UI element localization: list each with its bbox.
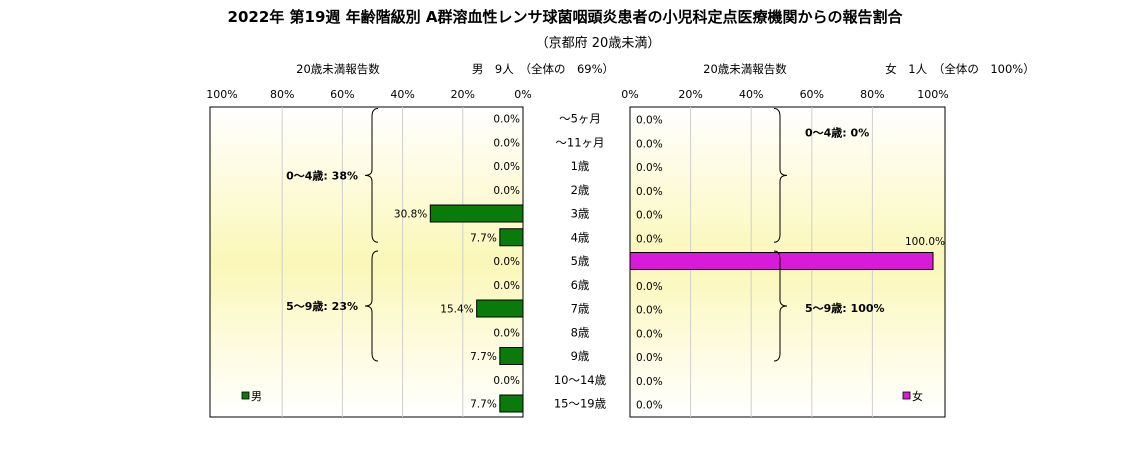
age-category-label: 1歳 <box>571 159 590 173</box>
male-tick-label: 0% <box>514 88 531 101</box>
female-group-label: 5～9歳: 100% <box>805 301 885 315</box>
female-data-label: 0.0% <box>636 210 663 222</box>
male-data-label: 15.4% <box>440 304 473 316</box>
male-header-total: 男 9人 （全体の 69%） <box>472 62 614 76</box>
male-tick-label: 100% <box>206 88 237 101</box>
female-tick-label: 80% <box>860 88 884 101</box>
male-data-label: 0.0% <box>493 375 520 387</box>
male-data-label: 7.7% <box>470 399 497 411</box>
male-data-label: 7.7% <box>470 351 497 363</box>
female-group-label: 0～4歳: 0% <box>805 126 869 140</box>
male-data-label: 7.7% <box>470 232 497 244</box>
age-category-label: 7歳 <box>571 302 590 316</box>
female-tick-label: 0% <box>621 88 638 101</box>
male-plot-area <box>209 106 524 418</box>
male-data-label: 0.0% <box>493 161 520 173</box>
female-legend-label: 女 <box>912 389 923 403</box>
female-data-label: 0.0% <box>636 281 663 293</box>
age-category-label: 4歳 <box>571 230 590 244</box>
male-panel: 100% 80% 60% 40% 20% 0% 20歳未満報告数 男 9人 （全体の 69%）… <box>206 62 614 418</box>
age-category-label: 10～14歳 <box>554 373 607 387</box>
male-tick-label: 60% <box>330 88 354 101</box>
male-data-label: 0.0% <box>493 280 520 292</box>
female-data-label: 0.0% <box>636 305 663 317</box>
female-data-label: 0.0% <box>636 115 663 127</box>
age-category-label: ～11ヶ月 <box>555 135 604 149</box>
male-header-count-label: 20歳未満報告数 <box>296 62 380 76</box>
age-category-label: 3歳 <box>571 207 590 221</box>
age-category-label: 15～19歳 <box>554 397 607 411</box>
female-data-label: 0.0% <box>636 138 663 150</box>
age-category-label: 5歳 <box>571 254 590 268</box>
female-panel: 0% 20% 40% 60% 80% 100% 20歳未満報告数 女 1人 （全体の 100%… <box>621 62 1035 418</box>
female-tick-label: 100% <box>917 88 948 101</box>
male-bar <box>429 204 524 223</box>
male-bar <box>476 299 524 318</box>
male-group-brace <box>364 108 379 243</box>
age-category-label: 9歳 <box>571 349 590 363</box>
age-category-labels: ～5ヶ月 ～11ヶ月 1歳 2歳 3歳 4歳 5歳 6歳 7歳 8歳 9歳 10～14歳 15～19歳 <box>554 112 607 411</box>
male-data-label: 0.0% <box>493 137 520 149</box>
male-tick-label: 40% <box>390 88 414 101</box>
age-category-label: 8歳 <box>571 325 590 339</box>
female-data-label: 0.0% <box>636 186 663 198</box>
male-bar <box>499 347 524 365</box>
female-data-label: 0.0% <box>636 376 663 388</box>
male-data-label: 30.8% <box>394 209 427 221</box>
male-data-label: 0.0% <box>493 256 520 268</box>
male-tick-label: 80% <box>270 88 294 101</box>
female-tick-label: 20% <box>678 88 702 101</box>
female-tick-label: 40% <box>739 88 763 101</box>
female-data-label: 0.0% <box>636 352 663 364</box>
age-category-label: 2歳 <box>571 183 590 197</box>
chart-subtitle: （京都府 20歳未満） <box>536 36 661 51</box>
chart-title: 2022年 第19週 年齢階級別 A群溶血性レンサ球菌咽頭炎患者の小児科定点医療… <box>228 8 904 26</box>
male-group-label: 5～9歳: 23% <box>286 299 358 313</box>
male-group-brace <box>364 250 379 362</box>
male-legend-swatch <box>241 391 250 400</box>
female-data-label: 0.0% <box>636 328 663 340</box>
male-data-label: 0.0% <box>493 327 520 339</box>
male-bar <box>499 228 524 247</box>
female-group-brace <box>773 250 788 362</box>
female-tick-label: 60% <box>800 88 824 101</box>
female-data-label: 0.0% <box>636 400 663 412</box>
male-legend-label: 男 <box>251 390 262 403</box>
male-data-label: 0.0% <box>493 185 520 197</box>
male-tick-label: 20% <box>451 88 475 101</box>
male-group-label: 0～4歳: 38% <box>286 168 358 182</box>
female-data-label: 100.0% <box>905 236 945 248</box>
female-group-brace <box>773 108 788 243</box>
age-category-label: 6歳 <box>571 278 590 292</box>
female-header-total: 女 1人 （全体の 100%） <box>885 62 1034 76</box>
female-data-label: 0.0% <box>636 162 663 174</box>
female-header-count-label: 20歳未満報告数 <box>703 62 787 76</box>
female-legend-swatch <box>902 391 911 400</box>
female-data-label: 0.0% <box>636 233 663 245</box>
male-bar <box>499 394 524 413</box>
age-category-label: ～5ヶ月 <box>559 112 601 126</box>
male-data-label: 0.0% <box>493 114 520 126</box>
female-bar <box>629 252 934 270</box>
